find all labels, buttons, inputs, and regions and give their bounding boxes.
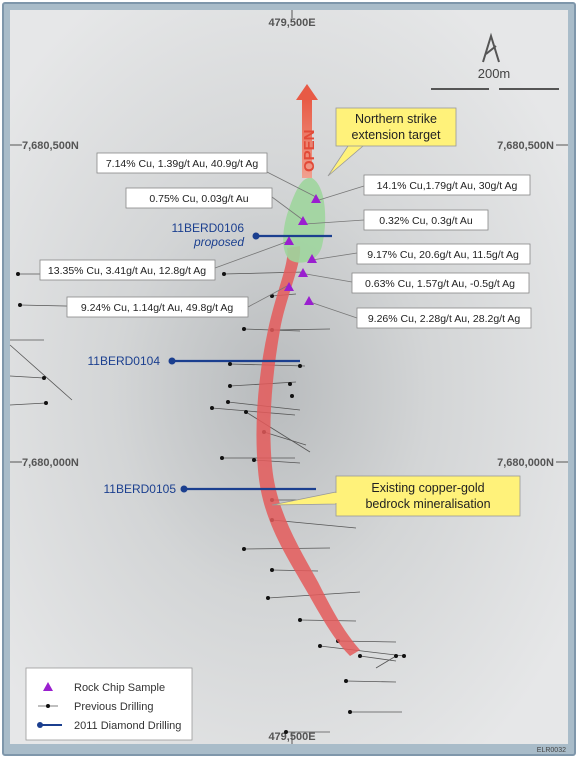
legend: Rock Chip Sample Previous Drilling 2011 … — [25, 667, 193, 741]
legend-diamond-drilling-label: 2011 Diamond Drilling — [74, 720, 181, 732]
sample-label-text: 0.75% Cu, 0.03g/t Au — [149, 193, 248, 205]
rock-chip-marker — [298, 268, 308, 277]
open-label: OPEN — [301, 129, 318, 172]
north-arrow-icon — [482, 32, 500, 63]
northern-target-callout: Northern strike extension target — [327, 107, 457, 177]
sample-label-2: 0.75% Cu, 0.03g/t Au — [125, 187, 273, 209]
sample-label-text: 0.63% Cu, 1.57g/t Au, -0.5g/t Ag — [365, 278, 515, 290]
sample-label-9: 9.26% Cu, 2.28g/t Au, 28.2g/t Ag — [356, 307, 532, 329]
sample-label-7: 9.17% Cu, 20.6g/t Au, 11.5g/t Ag — [356, 243, 531, 265]
rock-chip-marker — [284, 236, 294, 245]
legend-previous-drilling-icon — [46, 704, 50, 708]
existing-callout-line-2: bedrock mineralisation — [365, 497, 490, 511]
northing-label-lower-right: 7,680,000N — [497, 457, 554, 469]
rock-chip-marker — [298, 216, 308, 225]
easting-label-bottom: 479,500E — [268, 731, 315, 743]
northern-callout-line-1: Northern strike — [355, 112, 437, 126]
rock-chip-marker — [311, 194, 321, 203]
sample-label-1: 7.14% Cu, 1.39g/t Au, 40.9g/t Ag — [96, 152, 268, 174]
open-arrow-icon — [296, 84, 318, 178]
rock-chip-marker — [284, 282, 294, 291]
rock-chip-marker — [307, 254, 317, 263]
hole-label-11BERD0104: 11BERD0104 — [88, 354, 161, 368]
northing-label-lower-left: 7,680,000N — [22, 457, 79, 469]
callout-leaders — [214, 171, 365, 319]
sample-label-6: 0.32% Cu, 0.3g/t Au — [363, 209, 489, 231]
sample-label-text: 7.14% Cu, 1.39g/t Au, 40.9g/t Ag — [106, 158, 259, 170]
northing-label-upper-left: 7,680,500N — [22, 140, 79, 152]
previous-drilling-collars — [16, 272, 406, 734]
hole-status-proposed: proposed — [193, 235, 244, 249]
diamond-drill-11BERD0104 — [168, 357, 300, 365]
diamond-drill-11BERD0105 — [180, 485, 316, 493]
sample-label-text: 9.24% Cu, 1.14g/t Au, 49.8g/t Ag — [81, 302, 234, 314]
rock-chip-samples — [284, 194, 321, 305]
legend-rock-chip-label: Rock Chip Sample — [74, 682, 165, 694]
sample-label-3: 13.35% Cu, 3.41g/t Au, 12.8g/t Ag — [39, 259, 216, 281]
legend-previous-drilling-label: Previous Drilling — [74, 701, 153, 713]
scale-label: 200m — [478, 66, 511, 81]
figure-reference: ELR0032 — [537, 747, 566, 754]
diamond-drill-11BERD0106 — [252, 232, 332, 240]
sample-label-text: 9.26% Cu, 2.28g/t Au, 28.2g/t Ag — [368, 313, 521, 325]
existing-callout-line-1: Existing copper-gold — [371, 481, 484, 495]
sample-label-5: 14.1% Cu,1.79g/t Au, 30g/t Ag — [363, 174, 531, 196]
sample-label-text: 14.1% Cu,1.79g/t Au, 30g/t Ag — [377, 180, 518, 192]
northing-label-upper-right: 7,680,500N — [497, 140, 554, 152]
sample-label-text: 13.35% Cu, 3.41g/t Au, 12.8g/t Ag — [48, 265, 206, 277]
legend-rock-chip-icon — [43, 682, 53, 691]
sample-label-4: 9.24% Cu, 1.14g/t Au, 49.8g/t Ag — [66, 296, 249, 318]
rock-chip-marker — [304, 296, 314, 305]
hole-label-11BERD0105: 11BERD0105 — [104, 482, 177, 496]
hole-label-11BERD0106: 11BERD0106 — [172, 221, 245, 235]
sample-label-8: 0.63% Cu, 1.57g/t Au, -0.5g/t Ag — [351, 272, 530, 294]
easting-label-top: 479,500E — [268, 17, 315, 29]
grid-ticks — [10, 10, 568, 744]
legend-diamond-drilling-icon — [37, 722, 43, 728]
map-background — [10, 10, 568, 744]
existing-mineralisation-callout: Existing copper-gold bedrock mineralisat… — [271, 475, 521, 517]
northern-callout-line-2: extension target — [352, 128, 441, 142]
copper-gold-mineralisation-zone — [256, 246, 360, 656]
sample-label-text: 0.32% Cu, 0.3g/t Au — [379, 215, 473, 227]
sample-label-text: 9.17% Cu, 20.6g/t Au, 11.5g/t Ag — [367, 249, 519, 261]
